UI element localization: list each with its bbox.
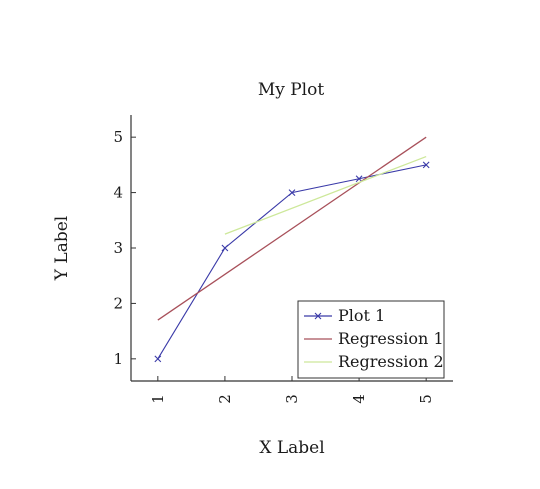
legend: Plot 1 Regression 1 Regression 2 — [297, 300, 445, 379]
plot-1-point — [355, 175, 363, 183]
regression-1-line — [157, 136, 427, 321]
y-tick-label-1: 1 — [113, 350, 123, 368]
y-tick-label-2: 2 — [113, 294, 123, 312]
y-tick-label-5: 5 — [113, 128, 123, 146]
axis-ticks: 1 2 3 4 5 1 2 3 4 5 — [113, 128, 435, 404]
y-tick-label-3: 3 — [113, 239, 123, 257]
legend-label-regression-1: Regression 1 — [338, 329, 444, 348]
regression-2-line — [224, 155, 427, 235]
series-layer — [154, 136, 430, 363]
legend-marker-plot-1 — [314, 312, 322, 320]
legend-label-regression-2: Regression 2 — [338, 352, 444, 371]
x-axis-title: X Label — [259, 438, 324, 458]
chart-title: My Plot — [258, 80, 325, 100]
y-axis-title: Y Label — [52, 216, 72, 281]
plot-area: 1 2 3 4 5 1 2 3 4 5 Plot 1 Regression 1 Regression … — [113, 115, 453, 404]
x-tick-label-4: 4 — [350, 394, 368, 404]
x-tick-label-3: 3 — [283, 394, 301, 404]
plot-1-point — [422, 161, 430, 169]
legend-label-plot-1: Plot 1 — [338, 306, 385, 325]
x-tick-label-5: 5 — [417, 394, 435, 404]
x-tick-label-2: 2 — [216, 394, 234, 404]
y-tick-label-4: 4 — [113, 184, 123, 202]
plot-1-point — [288, 189, 296, 196]
x-tick-label-1: 1 — [149, 394, 167, 404]
plot-1-point — [221, 244, 229, 252]
plot-1-point — [154, 355, 162, 363]
